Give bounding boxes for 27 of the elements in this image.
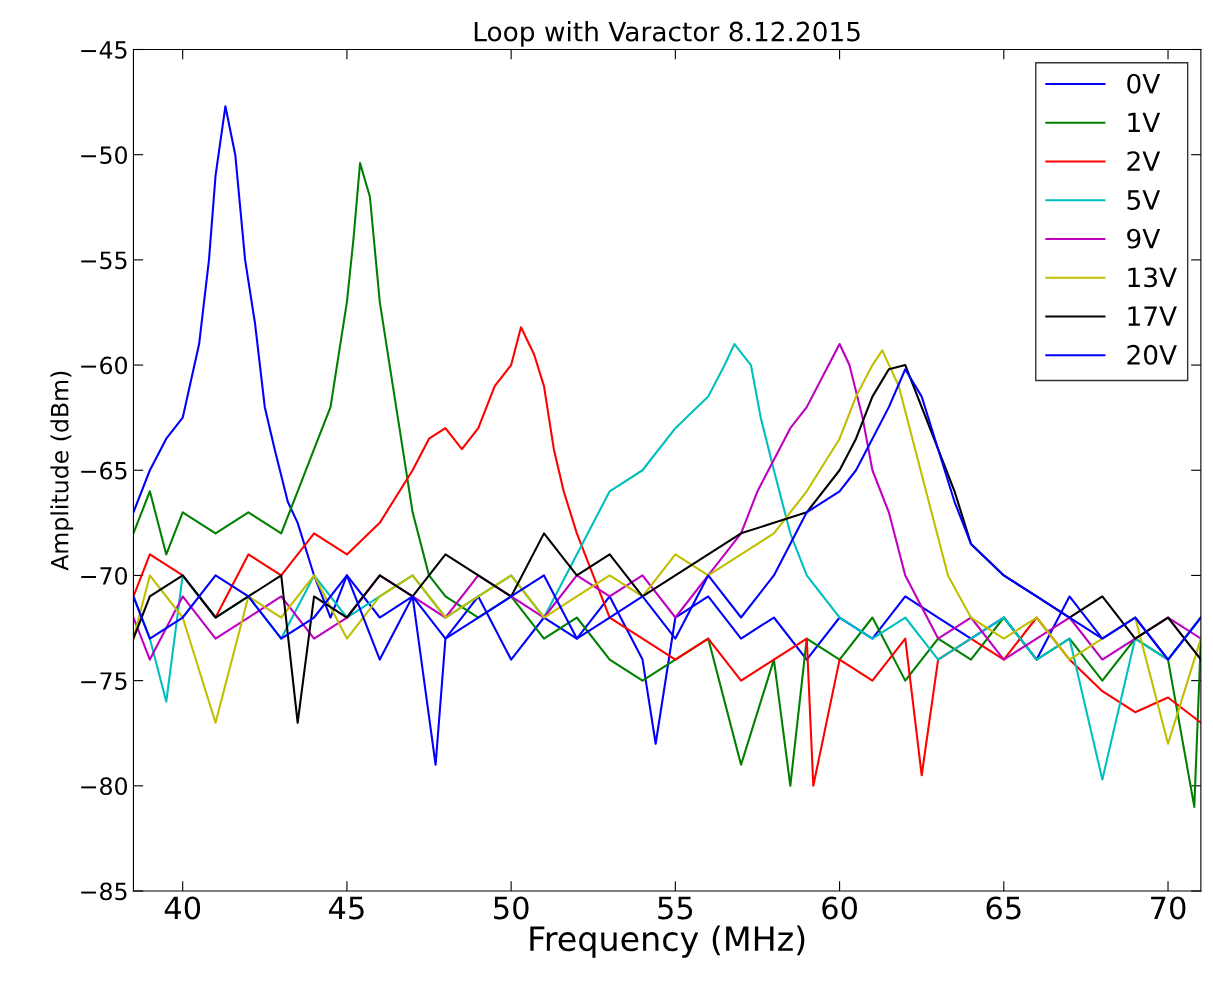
- y-tick-label: −50: [81, 146, 127, 164]
- legend-label: 0V: [1127, 73, 1161, 94]
- legend-label: 2V: [1127, 151, 1161, 171]
- y-tick-label: −55: [81, 251, 127, 270]
- y-tick-label: −70: [81, 566, 127, 585]
- legend-label: 13V: [1128, 267, 1177, 288]
- x-tick-label: 55: [658, 896, 693, 920]
- legend-label: 17V: [1128, 306, 1177, 326]
- y-tick-label: −80: [81, 777, 127, 796]
- x-tick-label: 70: [1151, 896, 1186, 920]
- y-tick-label: −60: [81, 356, 127, 375]
- x-tick-label: 45: [328, 896, 364, 920]
- x-tick-label: 65: [986, 896, 1021, 920]
- y-tick-label: −75: [81, 672, 127, 690]
- x-tick-label: 50: [494, 896, 529, 920]
- chart-title: Loop with Varactor 8.12.2015: [474, 21, 860, 47]
- y-tick-label: −85: [81, 882, 127, 901]
- x-tick-label: 60: [822, 896, 857, 920]
- legend-label: 20V: [1127, 344, 1177, 365]
- x-axis-title: Frequency (MHz): [530, 925, 805, 958]
- legend-label: 5V: [1127, 190, 1161, 210]
- y-tick-label: −45: [81, 41, 127, 59]
- legend-label: 1V: [1128, 112, 1161, 133]
- y-tick-label: −65: [81, 461, 127, 480]
- y-axis-title: Amplitude (dBm): [50, 371, 74, 571]
- x-tick-label: 40: [164, 896, 201, 920]
- legend-label: 9V: [1127, 228, 1161, 249]
